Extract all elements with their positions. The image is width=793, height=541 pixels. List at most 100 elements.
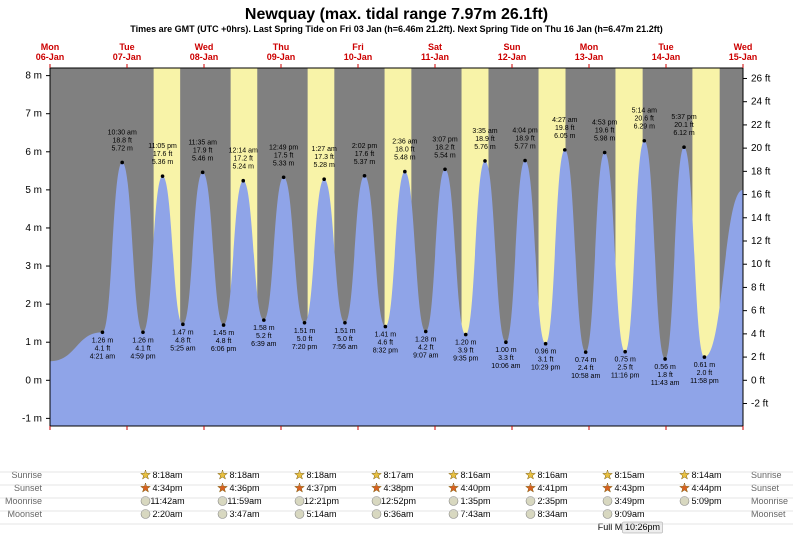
- svg-text:5.76 m: 5.76 m: [474, 144, 496, 151]
- svg-text:10:06 am: 10:06 am: [491, 363, 520, 370]
- svg-text:16 ft: 16 ft: [751, 190, 771, 201]
- svg-text:8:18am: 8:18am: [306, 470, 336, 480]
- svg-text:6:39 am: 6:39 am: [251, 341, 276, 348]
- svg-text:4.2 ft: 4.2 ft: [418, 345, 434, 352]
- svg-text:Tue: Tue: [119, 42, 134, 52]
- svg-text:1:35pm: 1:35pm: [460, 496, 490, 506]
- svg-text:5.77 m: 5.77 m: [514, 144, 536, 151]
- svg-text:Moonrise: Moonrise: [751, 496, 788, 506]
- svg-text:4.1 ft: 4.1 ft: [135, 345, 151, 352]
- svg-text:8:18am: 8:18am: [229, 470, 259, 480]
- svg-text:1.41 m: 1.41 m: [375, 332, 397, 339]
- svg-text:3.3 ft: 3.3 ft: [498, 355, 514, 362]
- svg-text:1:27 am: 1:27 am: [312, 146, 337, 153]
- svg-text:Sun: Sun: [504, 42, 521, 52]
- svg-text:17.3 ft: 17.3 ft: [314, 154, 334, 161]
- svg-text:6.05 m: 6.05 m: [554, 133, 576, 140]
- svg-text:18.9 ft: 18.9 ft: [475, 136, 495, 143]
- svg-text:19.6 ft: 19.6 ft: [595, 128, 615, 135]
- svg-text:1.51 m: 1.51 m: [334, 328, 356, 335]
- svg-text:6:36am: 6:36am: [383, 509, 413, 519]
- svg-text:11-Jan: 11-Jan: [421, 52, 449, 62]
- svg-text:2 m: 2 m: [25, 299, 42, 310]
- svg-text:5.48 m: 5.48 m: [394, 155, 416, 162]
- svg-text:17.6 ft: 17.6 ft: [355, 151, 375, 158]
- svg-text:1.26 m: 1.26 m: [92, 337, 114, 344]
- svg-text:4:43pm: 4:43pm: [614, 483, 644, 493]
- svg-text:0.96 m: 0.96 m: [535, 349, 557, 356]
- svg-text:6.12 m: 6.12 m: [673, 130, 695, 137]
- svg-text:8:34am: 8:34am: [537, 509, 567, 519]
- svg-text:5.0 ft: 5.0 ft: [337, 336, 353, 343]
- svg-text:6.29 m: 6.29 m: [634, 124, 656, 131]
- svg-text:5:09pm: 5:09pm: [691, 496, 721, 506]
- svg-text:4:27 am: 4:27 am: [552, 117, 577, 124]
- svg-text:11:59am: 11:59am: [227, 496, 261, 506]
- svg-text:3:47am: 3:47am: [229, 509, 259, 519]
- svg-text:15-Jan: 15-Jan: [729, 52, 758, 62]
- svg-text:19.8 ft: 19.8 ft: [555, 125, 575, 132]
- svg-text:5.24 m: 5.24 m: [233, 164, 255, 171]
- svg-text:Mon: Mon: [41, 42, 60, 52]
- svg-text:11:43 am: 11:43 am: [651, 380, 680, 387]
- svg-text:20.6 ft: 20.6 ft: [635, 116, 655, 123]
- svg-text:5.2 ft: 5.2 ft: [256, 333, 272, 340]
- svg-text:4.8 ft: 4.8 ft: [175, 337, 191, 344]
- svg-text:17.6 ft: 17.6 ft: [153, 151, 173, 158]
- svg-text:1.28 m: 1.28 m: [415, 337, 437, 344]
- svg-text:12-Jan: 12-Jan: [498, 52, 527, 62]
- svg-text:5 m: 5 m: [25, 185, 42, 196]
- svg-text:2:35pm: 2:35pm: [537, 496, 567, 506]
- svg-text:08-Jan: 08-Jan: [190, 52, 219, 62]
- svg-text:10:26pm: 10:26pm: [625, 522, 660, 532]
- svg-text:Thu: Thu: [273, 42, 290, 52]
- svg-text:0 ft: 0 ft: [751, 375, 765, 386]
- svg-text:1.51 m: 1.51 m: [294, 328, 316, 335]
- svg-text:5.37 m: 5.37 m: [354, 159, 376, 166]
- svg-text:4:37pm: 4:37pm: [306, 483, 336, 493]
- svg-text:0 m: 0 m: [25, 375, 42, 386]
- svg-text:4:59 pm: 4:59 pm: [130, 353, 155, 360]
- svg-text:0.56 m: 0.56 m: [654, 364, 676, 371]
- svg-text:0.74 m: 0.74 m: [575, 357, 597, 364]
- svg-text:26 ft: 26 ft: [751, 73, 771, 84]
- svg-text:11:16 pm: 11:16 pm: [611, 373, 640, 380]
- svg-text:-1 m: -1 m: [22, 413, 42, 424]
- svg-text:17.9 ft: 17.9 ft: [193, 147, 213, 154]
- svg-text:8:16am: 8:16am: [460, 470, 490, 480]
- svg-text:5.36 m: 5.36 m: [152, 159, 174, 166]
- svg-text:4:04 pm: 4:04 pm: [512, 128, 537, 135]
- svg-text:Fri: Fri: [352, 42, 364, 52]
- svg-text:4:38pm: 4:38pm: [383, 483, 413, 493]
- svg-text:12:52pm: 12:52pm: [381, 496, 416, 506]
- svg-text:06-Jan: 06-Jan: [36, 52, 65, 62]
- svg-text:18.0 ft: 18.0 ft: [395, 147, 415, 154]
- svg-text:1.45 m: 1.45 m: [213, 330, 235, 337]
- svg-text:Moonset: Moonset: [7, 509, 42, 519]
- svg-text:12:14 am: 12:14 am: [229, 148, 258, 155]
- svg-text:3:07 pm: 3:07 pm: [432, 136, 457, 143]
- svg-text:24 ft: 24 ft: [751, 97, 771, 108]
- svg-text:2:20am: 2:20am: [152, 509, 182, 519]
- svg-text:Mon: Mon: [580, 42, 599, 52]
- svg-text:5.28 m: 5.28 m: [313, 162, 335, 169]
- svg-text:2:02 pm: 2:02 pm: [352, 143, 377, 150]
- svg-text:8:16am: 8:16am: [537, 470, 567, 480]
- svg-text:Sunset: Sunset: [751, 483, 780, 493]
- svg-text:8:14am: 8:14am: [691, 470, 721, 480]
- bottom-panel: SunriseSunriseSunsetSunsetMoonriseMoonri…: [0, 466, 793, 541]
- svg-text:9:09am: 9:09am: [614, 509, 644, 519]
- svg-text:10 ft: 10 ft: [751, 259, 771, 270]
- svg-text:09-Jan: 09-Jan: [267, 52, 296, 62]
- svg-text:2 ft: 2 ft: [751, 352, 765, 363]
- svg-text:18 ft: 18 ft: [751, 166, 771, 177]
- svg-text:5:14 am: 5:14 am: [632, 108, 657, 115]
- svg-text:11:58 pm: 11:58 pm: [690, 378, 719, 385]
- svg-text:11:05 pm: 11:05 pm: [148, 143, 177, 150]
- svg-text:5.98 m: 5.98 m: [594, 136, 616, 143]
- svg-text:4 ft: 4 ft: [751, 329, 765, 340]
- svg-text:10:30 am: 10:30 am: [108, 129, 137, 136]
- svg-text:7:43am: 7:43am: [460, 509, 490, 519]
- svg-text:0.75 m: 0.75 m: [614, 357, 636, 364]
- svg-text:20 ft: 20 ft: [751, 143, 771, 154]
